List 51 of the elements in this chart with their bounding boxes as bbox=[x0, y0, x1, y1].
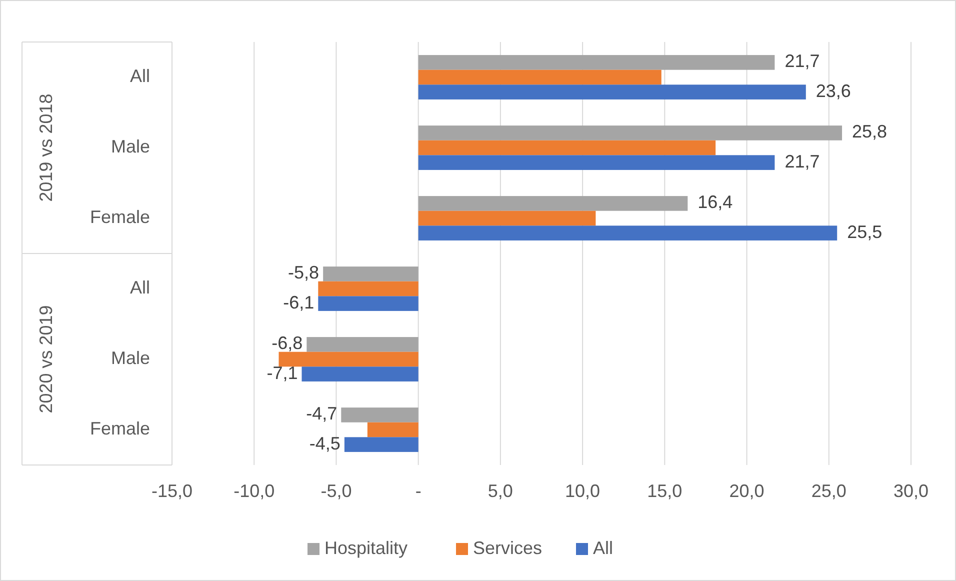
data-label: -6,8 bbox=[272, 333, 303, 354]
x-tick-label: 5,0 bbox=[488, 481, 513, 501]
data-label: -6,1 bbox=[283, 292, 314, 312]
bar bbox=[306, 337, 418, 352]
x-tick-label: 10,0 bbox=[565, 481, 600, 501]
data-label: -4,7 bbox=[306, 404, 338, 424]
legend-label: All bbox=[593, 538, 614, 558]
data-label: 16,4 bbox=[698, 192, 733, 212]
x-tick-label: 15,0 bbox=[647, 481, 682, 501]
bar bbox=[418, 126, 842, 140]
bar bbox=[318, 296, 418, 311]
x-tick-label: 25,0 bbox=[811, 481, 846, 501]
bar bbox=[341, 408, 418, 422]
data-label: 25,8 bbox=[852, 122, 888, 142]
bar bbox=[318, 281, 418, 296]
bar bbox=[418, 226, 838, 240]
data-label: 25,5 bbox=[847, 222, 882, 242]
data-label: 21,7 bbox=[784, 51, 820, 72]
bar bbox=[278, 352, 418, 367]
y-tick-label: All bbox=[130, 66, 150, 86]
bar bbox=[323, 266, 418, 282]
bar bbox=[418, 55, 775, 70]
x-tick-label: - bbox=[415, 481, 422, 501]
legend-label: Hospitality bbox=[324, 538, 408, 558]
x-tick-label: -10,0 bbox=[234, 481, 275, 501]
text: 2019 vs 2018 bbox=[36, 94, 56, 202]
legend-label: Services bbox=[473, 538, 542, 558]
x-tick-label: -15,0 bbox=[151, 481, 193, 501]
y-tick-label: Male bbox=[110, 136, 150, 156]
bar bbox=[344, 437, 418, 452]
data-label: -5,8 bbox=[288, 262, 320, 283]
bar bbox=[418, 210, 596, 226]
bar bbox=[418, 196, 688, 211]
data-label: -4,5 bbox=[309, 433, 340, 454]
bar bbox=[418, 140, 716, 156]
text: 2020 vs 2019 bbox=[36, 305, 56, 414]
data-label: 23,6 bbox=[816, 80, 851, 101]
bar bbox=[367, 422, 418, 438]
data-label: 21,7 bbox=[784, 151, 820, 172]
x-tick-label: -5,0 bbox=[320, 481, 352, 501]
bar bbox=[418, 155, 775, 170]
bar bbox=[418, 70, 662, 85]
y-tick-label: Female bbox=[90, 418, 150, 438]
y-tick-label: Male bbox=[110, 348, 150, 368]
bar bbox=[302, 366, 418, 382]
bar bbox=[418, 84, 806, 100]
x-tick-label: 30,0 bbox=[893, 481, 929, 501]
x-tick-label: 20,0 bbox=[729, 481, 764, 501]
data-label: -7,1 bbox=[266, 362, 298, 383]
y-tick-label: Female bbox=[90, 207, 150, 227]
y-tick-label: All bbox=[130, 278, 150, 298]
